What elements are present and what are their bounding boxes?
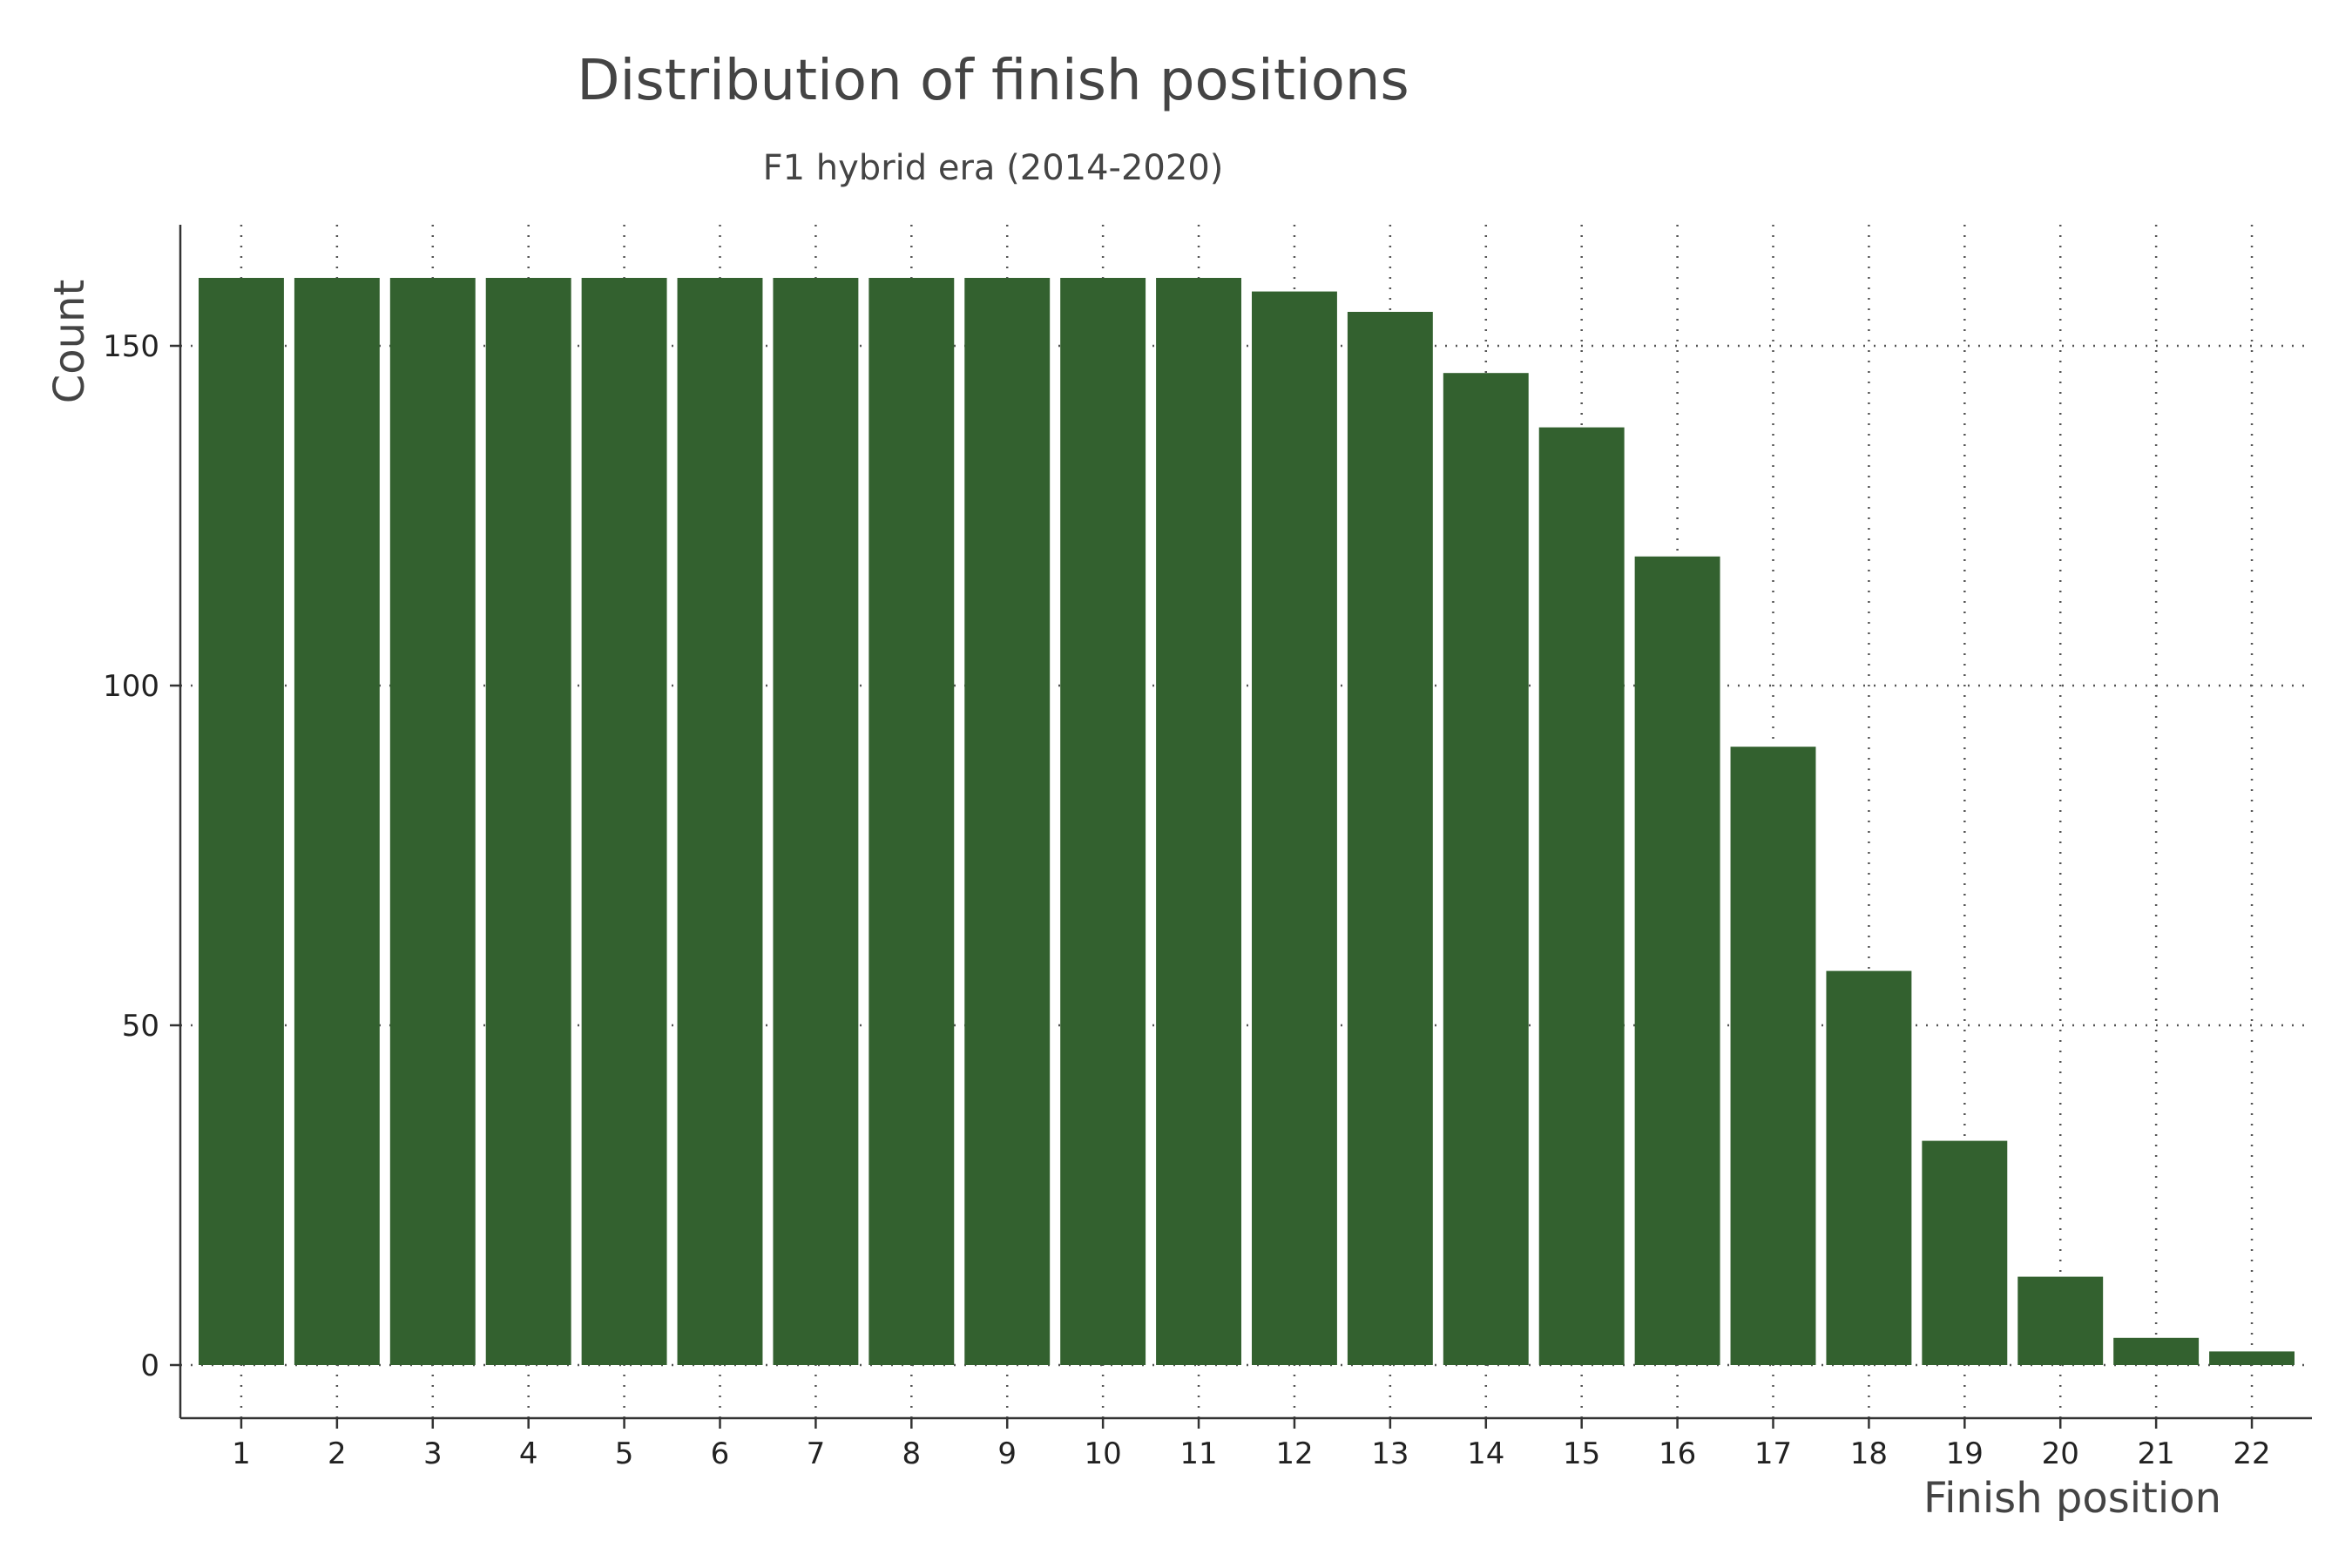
x-axis-label: Finish position — [1923, 1474, 2221, 1523]
x-tick-label-15: 15 — [1563, 1436, 1600, 1471]
bar-16 — [1634, 556, 1720, 1365]
chart-title: Distribution of finish positions — [577, 49, 1409, 113]
x-tick-label-6: 6 — [711, 1436, 730, 1471]
bar-17 — [1730, 747, 1816, 1365]
x-tick-label-13: 13 — [1371, 1436, 1409, 1471]
bar-14 — [1443, 373, 1529, 1366]
x-tick-label-9: 9 — [997, 1436, 1017, 1471]
y-tick-label-0: 0 — [140, 1348, 159, 1383]
x-tick-label-3: 3 — [423, 1436, 443, 1471]
x-tick-label-5: 5 — [615, 1436, 634, 1471]
y-axis-ticks: 0 50 100 150 — [103, 329, 180, 1383]
x-axis-ticks: 1 2 3 4 5 6 7 8 9 10 11 12 13 14 15 16 17 18 19 20 21 22 — [232, 1418, 2271, 1471]
bar-20 — [2017, 1276, 2104, 1365]
bar-11 — [1156, 278, 1241, 1365]
x-tick-label-12: 12 — [1275, 1436, 1313, 1471]
x-tick-label-21: 21 — [2138, 1436, 2175, 1471]
bar-19 — [1922, 1140, 2008, 1365]
x-tick-label-7: 7 — [807, 1436, 826, 1471]
bar-6 — [677, 278, 763, 1365]
bar-12 — [1252, 291, 1337, 1366]
bar-13 — [1347, 312, 1433, 1365]
y-tick-label-100: 100 — [103, 669, 159, 704]
y-tick-label-150: 150 — [103, 329, 159, 364]
bar-18 — [1826, 970, 1912, 1365]
bar-8 — [868, 278, 955, 1365]
x-tick-label-14: 14 — [1467, 1436, 1504, 1471]
x-tick-label-10: 10 — [1085, 1436, 1122, 1471]
x-tick-label-16: 16 — [1659, 1436, 1696, 1471]
bar-21 — [2113, 1337, 2200, 1365]
bar-10 — [1060, 278, 1146, 1365]
y-axis-label: Count — [45, 280, 94, 404]
x-tick-label-4: 4 — [519, 1436, 538, 1471]
axes — [179, 225, 2312, 1420]
x-tick-label-20: 20 — [2042, 1436, 2079, 1471]
bar-5 — [581, 278, 667, 1365]
bar-7 — [773, 278, 859, 1365]
bar-22 — [2209, 1351, 2295, 1365]
bar-3 — [389, 278, 476, 1365]
bar-1 — [199, 278, 284, 1365]
x-tick-label-1: 1 — [232, 1436, 251, 1471]
bar-9 — [964, 278, 1051, 1365]
chart-subtitle: F1 hybrid era (2014-2020) — [763, 148, 1224, 188]
x-tick-label-19: 19 — [1946, 1436, 1984, 1471]
y-tick-label-50: 50 — [122, 1009, 159, 1044]
bar-4 — [485, 278, 571, 1365]
bars — [199, 278, 2295, 1366]
x-tick-label-17: 17 — [1754, 1436, 1792, 1471]
bar-15 — [1538, 427, 1625, 1366]
x-tick-label-11: 11 — [1179, 1436, 1217, 1471]
x-tick-label-18: 18 — [1850, 1436, 1888, 1471]
x-tick-label-2: 2 — [328, 1436, 347, 1471]
x-tick-label-8: 8 — [902, 1436, 921, 1471]
x-tick-label-22: 22 — [2233, 1436, 2270, 1471]
bar-2 — [294, 278, 380, 1365]
